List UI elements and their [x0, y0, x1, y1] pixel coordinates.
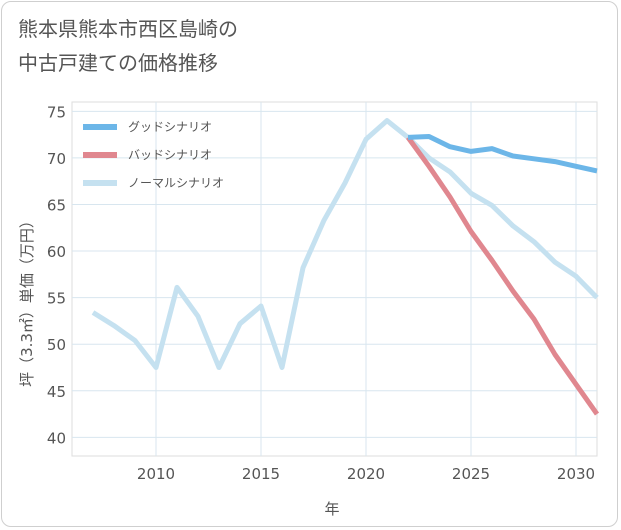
series-lines — [91, 118, 600, 416]
chart-title-line-2: 中古戸建ての価格推移 — [18, 51, 218, 75]
y-tick-label-55: 55 — [47, 290, 66, 308]
series-line-normal — [91, 118, 599, 370]
x-tick-label-2015: 2015 — [242, 465, 280, 483]
x-tick-label-2020: 2020 — [347, 465, 385, 483]
legend-label-normal: ノーマルシナリオ — [128, 176, 224, 190]
y-tick-label-40: 40 — [47, 429, 66, 447]
y-tick-label-50: 50 — [47, 336, 66, 354]
plot-area-border — [71, 101, 598, 457]
grid-lines — [72, 102, 597, 456]
y-tick-label-75: 75 — [47, 103, 66, 121]
y-tick-label-70: 70 — [47, 150, 66, 168]
y-tick-label-65: 65 — [47, 196, 66, 214]
y-axis-title: 坪（3.3㎡）単価（万円） — [18, 213, 36, 387]
series-line-bad — [405, 135, 600, 416]
series-line-good — [407, 134, 598, 174]
y-tick-label-45: 45 — [47, 383, 66, 401]
chart-title-line-1: 熊本県熊本市西区島崎の — [18, 17, 238, 41]
legend-label-good: グッドシナリオ — [128, 120, 212, 134]
x-tick-label-2025: 2025 — [452, 465, 490, 483]
x-tick-label-2010: 2010 — [137, 465, 175, 483]
legend-label-bad: バッドシナリオ — [128, 148, 212, 162]
y-tick-label-60: 60 — [47, 243, 66, 261]
chart-title: 熊本県熊本市西区島崎の 中古戸建ての価格推移 — [18, 12, 578, 80]
x-tick-label-2030: 2030 — [557, 465, 595, 483]
y-axis-ticks: 40 45 50 55 60 65 70 75 — [47, 103, 66, 447]
x-axis-ticks: 2010 2015 2020 2025 2030 — [137, 465, 595, 483]
x-axis-title: 年 — [324, 500, 339, 518]
